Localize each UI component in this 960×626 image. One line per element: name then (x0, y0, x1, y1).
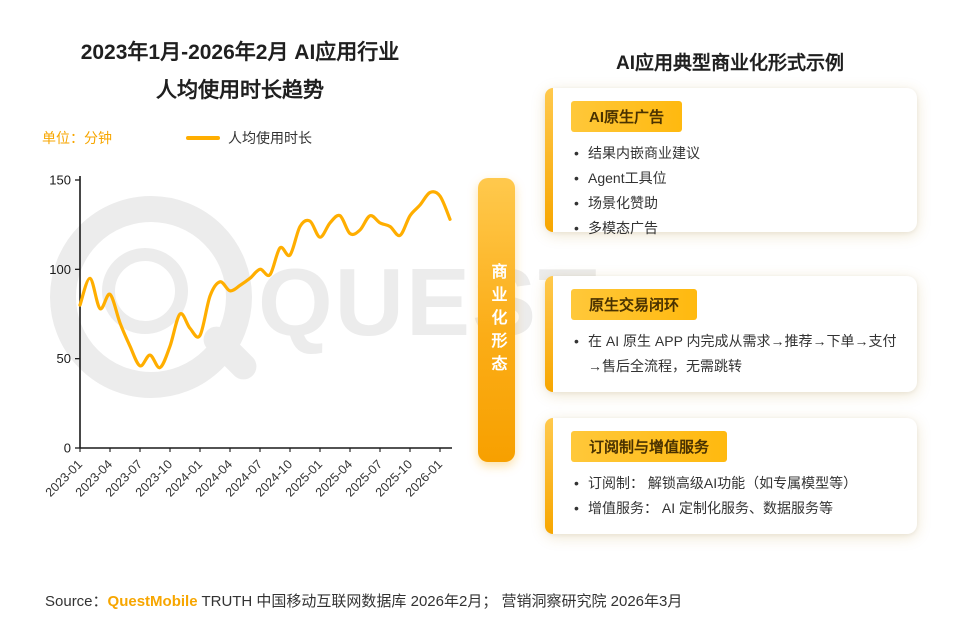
legend-line-icon (186, 136, 220, 140)
chart-title-line1: 2023年1月-2026年2月 AI应用行业 (80, 41, 400, 64)
source-prefix: Source： (45, 593, 108, 610)
chart-title-line2: 人均使用时长趋势 (156, 79, 324, 102)
source-brand: QuestMobile (107, 593, 198, 610)
svg-text:0: 0 (64, 441, 71, 456)
commercialization-forms-label: 商业化形态 (488, 262, 506, 378)
list-item: 增值服务： AI 定制化服务、数据服务等 (571, 496, 901, 521)
legend: 人均使用时长 (186, 128, 312, 148)
list-item: Agent工具位 (571, 166, 901, 191)
svg-text:50: 50 (57, 351, 71, 366)
chart-meta-row: 单位：分钟 人均使用时长 (42, 128, 442, 148)
svg-text:150: 150 (49, 173, 71, 188)
card-list-native-transaction-loop: 在 AI 原生 APP 内完成从需求→推荐→下单→支付→售后全流程，无需跳转 (571, 329, 901, 379)
list-item: 结果内嵌商业建议 (571, 141, 901, 166)
chart-title: 2023年1月-2026年2月 AI应用行业 人均使用时长趋势 (30, 34, 450, 110)
chart-area: 0 50 100 150 2023-01 2023-04 2023-07 2023-10 202… (34, 166, 474, 546)
card-badge-subscription-value-added: 订阅制与增值服务 (571, 431, 728, 462)
card-badge-native-transaction-loop: 原生交易闭环 (571, 289, 698, 320)
list-item: 场景化赞助 (571, 191, 901, 216)
svg-text:100: 100 (49, 262, 71, 277)
card-subscription-value-added: 订阅制与增值服务 订阅制： 解锁高级AI功能（如专属模型等） 增值服务： AI … (545, 418, 917, 534)
source-line: Source：QuestMobile TRUTH 中国移动互联网数据库 2026… (45, 590, 682, 611)
list-item: 在 AI 原生 APP 内完成从需求→推荐→下单→支付→售后全流程，无需跳转 (571, 329, 901, 379)
legend-label: 人均使用时长 (228, 130, 312, 146)
list-item: 订阅制： 解锁高级AI功能（如专属模型等） (571, 471, 901, 496)
card-list-subscription-value-added: 订阅制： 解锁高级AI功能（如专属模型等） 增值服务： AI 定制化服务、数据服… (571, 471, 901, 521)
card-badge-ai-native-ads: AI原生广告 (571, 101, 683, 132)
card-native-transaction-loop: 原生交易闭环 在 AI 原生 APP 内完成从需求→推荐→下单→支付→售后全流程… (545, 276, 917, 392)
source-suffix: TRUTH 中国移动互联网数据库 2026年2月； 营销洞察研究院 2026年3… (197, 593, 683, 610)
trend-line-chart: 0501001502023-012023-042023-072023-10202… (43, 173, 452, 500)
right-section-title: AI应用典型商业化形式示例 (615, 53, 844, 74)
commercialization-forms-bar: 商业化形态 (478, 178, 515, 462)
unit-label: 单位：分钟 (42, 130, 112, 146)
card-ai-native-ads: AI原生广告 结果内嵌商业建议 Agent工具位 场景化赞助 多模态广告 (545, 88, 917, 241)
card-list-ai-native-ads: 结果内嵌商业建议 Agent工具位 场景化赞助 多模态广告 (571, 141, 901, 241)
list-item: 多模态广告 (571, 216, 901, 241)
